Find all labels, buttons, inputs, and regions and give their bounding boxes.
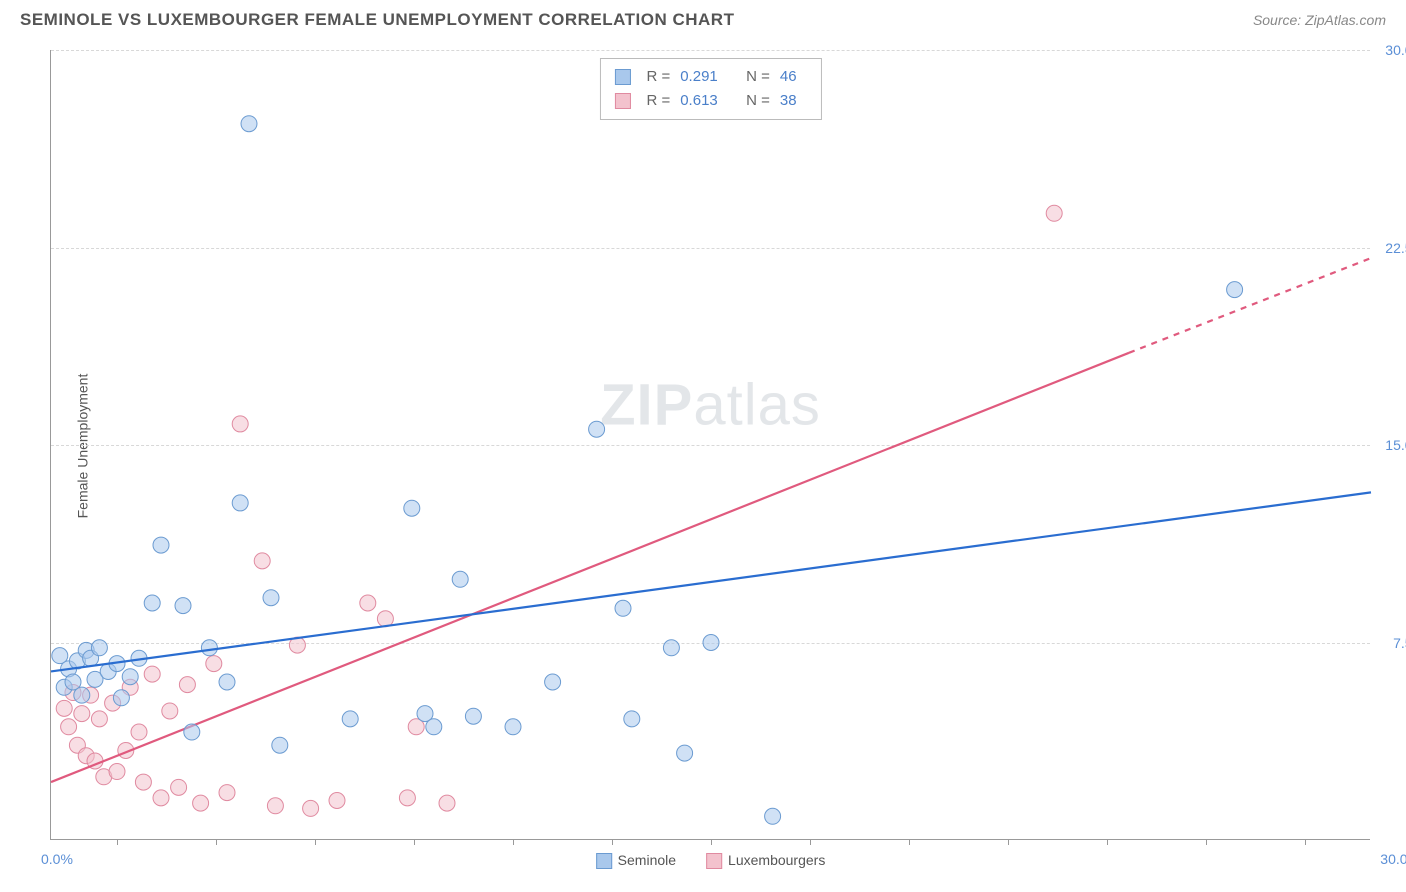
x-tick [711, 839, 712, 845]
source-attribution: Source: ZipAtlas.com [1253, 12, 1386, 28]
stats-legend-row: R = 0.613 N = 38 [614, 89, 806, 113]
lux-point [171, 779, 187, 795]
lux-point [109, 764, 125, 780]
lux-point [232, 416, 248, 432]
seminole-point [663, 640, 679, 656]
seminole-point [677, 745, 693, 761]
scatter-svg [51, 50, 1370, 839]
seminole-point [144, 595, 160, 611]
seminole-point [272, 737, 288, 753]
seminole-point [765, 808, 781, 824]
seminole-point [426, 719, 442, 735]
seminole-point [175, 598, 191, 614]
x-tick [513, 839, 514, 845]
lux-point [91, 711, 107, 727]
x-axis-max-label: 30.0% [1380, 851, 1406, 867]
x-tick [810, 839, 811, 845]
lux-point [206, 656, 222, 672]
lux-point [399, 790, 415, 806]
lux-point [56, 700, 72, 716]
seminole-point [703, 635, 719, 651]
lux-point [144, 666, 160, 682]
seminole-point [589, 421, 605, 437]
series-legend: Seminole Luxembourgers [596, 852, 826, 869]
lux-point [193, 795, 209, 811]
legend-swatch [596, 853, 612, 869]
lux-point [267, 798, 283, 814]
y-tick-label: 30.0% [1385, 42, 1406, 58]
lux-point [329, 793, 345, 809]
x-tick [1008, 839, 1009, 845]
lux-point [254, 553, 270, 569]
lux-point [61, 719, 77, 735]
x-axis-min-label: 0.0% [41, 851, 73, 867]
lux-point [360, 595, 376, 611]
y-tick-label: 7.5% [1393, 635, 1406, 651]
x-tick [315, 839, 316, 845]
x-tick [1206, 839, 1207, 845]
seminole-point [452, 571, 468, 587]
y-tick-label: 22.5% [1385, 240, 1406, 256]
seminole-point [219, 674, 235, 690]
seminole-point [232, 495, 248, 511]
lux-point [135, 774, 151, 790]
seminole-point [113, 690, 129, 706]
lux-point [153, 790, 169, 806]
chart-title: SEMINOLE VS LUXEMBOURGER FEMALE UNEMPLOY… [20, 10, 734, 30]
x-tick [1107, 839, 1108, 845]
seminole-point [545, 674, 561, 690]
legend-item: Luxembourgers [706, 852, 825, 869]
lux-point [131, 724, 147, 740]
lux-point [74, 706, 90, 722]
legend-label: Luxembourgers [728, 852, 825, 868]
lux-point [179, 677, 195, 693]
lux-point [303, 800, 319, 816]
x-tick [414, 839, 415, 845]
seminole-point [122, 669, 138, 685]
legend-swatch [706, 853, 722, 869]
legend-item: Seminole [596, 852, 676, 869]
legend-label: Seminole [618, 852, 676, 868]
seminole-point [404, 500, 420, 516]
seminole-point [465, 708, 481, 724]
x-tick [117, 839, 118, 845]
lux-point [1046, 205, 1062, 221]
lux-point [162, 703, 178, 719]
legend-swatch [614, 69, 630, 85]
seminole-point [1227, 282, 1243, 298]
lux-trendline [51, 353, 1129, 782]
seminole-point [74, 687, 90, 703]
x-tick [1305, 839, 1306, 845]
lux-point [219, 785, 235, 801]
stats-legend-row: R = 0.291 N = 46 [614, 65, 806, 89]
seminole-point [241, 116, 257, 132]
legend-swatch [614, 93, 630, 109]
seminole-point [153, 537, 169, 553]
stats-legend: R = 0.291 N = 46R = 0.613 N = 38 [599, 58, 821, 120]
seminole-point [263, 590, 279, 606]
lux-point [439, 795, 455, 811]
seminole-point [184, 724, 200, 740]
y-tick-label: 15.0% [1385, 437, 1406, 453]
lux-trendline-extrap [1129, 258, 1371, 353]
seminole-point [91, 640, 107, 656]
x-tick [909, 839, 910, 845]
x-tick [612, 839, 613, 845]
plot-area: ZIPatlas 7.5%15.0%22.5%30.0% R = 0.291 N… [50, 50, 1370, 840]
x-tick [216, 839, 217, 845]
seminole-point [505, 719, 521, 735]
seminole-point [201, 640, 217, 656]
seminole-point [615, 600, 631, 616]
seminole-point [342, 711, 358, 727]
seminole-point [624, 711, 640, 727]
